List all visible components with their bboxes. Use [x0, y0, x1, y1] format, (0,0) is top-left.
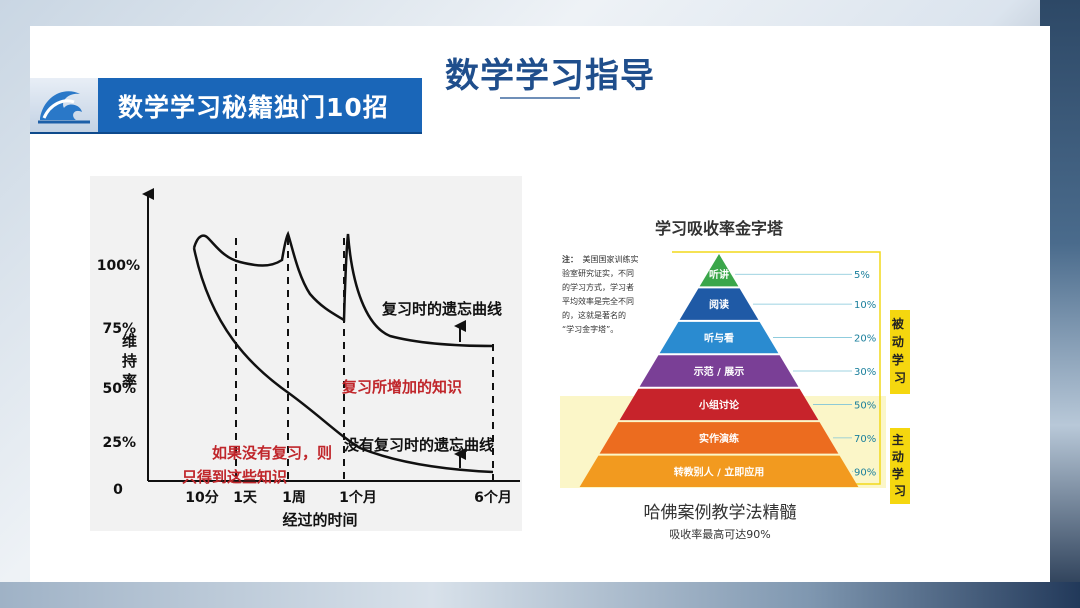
title-underline [500, 97, 580, 99]
wave-icon [30, 78, 98, 132]
x-tick-1week: 1周 [282, 490, 306, 506]
active-label: 主 动 学 习 [892, 432, 908, 498]
pyramid-rate: 10% [854, 300, 876, 311]
review-curve [192, 230, 494, 348]
pyramid-layer [699, 254, 739, 287]
label-no-review-line2: 只得到这些知识 [182, 468, 287, 486]
x-tick-1month: 1个月 [339, 489, 377, 506]
x-tick-10min: 10分 [185, 490, 218, 506]
passive-label: 被 动 学 习 [892, 316, 908, 385]
y-axis-label: 维 持 率 [122, 332, 142, 390]
y-tick-25: 25% [102, 435, 136, 451]
label-no-review-line1: 如果没有复习，则 [212, 444, 332, 462]
pyramid-rate: 90% [854, 467, 876, 478]
pyramid-title: 学习吸收率金字塔 [655, 219, 784, 238]
x-axis-label: 经过的时间 [282, 511, 357, 529]
label-without-review: 没有复习时的遗忘曲线 [344, 436, 494, 454]
y-tick-0: 0 [113, 482, 123, 498]
pyramid-rate: 50% [854, 400, 876, 411]
y-tick-100: 100% [97, 258, 140, 274]
x-tick-1day: 1天 [233, 490, 258, 506]
pyramid-layer-label: 阅读 [709, 298, 729, 311]
section-banner: 数学学习秘籍独门10招 [30, 78, 422, 134]
pyramid-layer-label: 示范 / 展示 [694, 365, 745, 378]
pyramid-layer [599, 422, 839, 454]
label-with-review: 复习时的遗忘曲线 [381, 300, 502, 318]
banner-text: 数学学习秘籍独门10招 [118, 93, 389, 122]
passive-label-box [890, 310, 910, 394]
pyramid-note: 注： 美国国家训练实 验室研究证实，不同 的学习方式，学习者 平均效率是完全不同… [562, 254, 641, 334]
pyramid-rate: 5% [854, 270, 870, 281]
pyramid-caption: 吸收率最高可达90% [669, 527, 770, 541]
pyramid-rate: 30% [854, 367, 876, 378]
pyramid-layer-label: 转教别人 / 立即应用 [674, 465, 765, 478]
forgetting-curve-diagram: 100% 75% 50% 25% 0 维 持 率 10分 [90, 176, 522, 531]
background-decoration-bottom [0, 582, 1080, 608]
active-label-box [890, 428, 910, 504]
pyramid-layer [679, 288, 759, 320]
y-tick-50: 50% [102, 381, 136, 397]
slide-canvas: 数学学习指导 数学学习秘籍独门10招 100% 75% 50% [30, 26, 1050, 582]
x-tick-6month: 6个月 [474, 489, 512, 506]
label-added-knowledge: 复习所增加的知识 [341, 378, 462, 396]
pyramid-layer [579, 455, 859, 487]
y-tick-75: 75% [102, 321, 136, 337]
pyramid-layer-label: 听与看 [704, 332, 734, 345]
pyramid-layer [659, 321, 779, 354]
slide-title: 数学学习指导 [445, 56, 655, 96]
learning-pyramid-diagram: 学习吸收率金字塔 注： 美国国家训练实 验室研究证实，不同 的学习方式，学习者 … [552, 206, 912, 561]
pyramid-subtitle: 哈佛案例教学法精髓 [644, 503, 797, 523]
no-review-curve [192, 247, 494, 474]
pyramid-layer-label: 小组讨论 [698, 398, 740, 411]
pyramid-rate: 70% [854, 434, 876, 445]
pyramid-layer [619, 388, 819, 421]
pyramid-rate: 20% [854, 334, 876, 345]
pyramid-layer-label: 实作演练 [699, 432, 739, 445]
pyramid-layer-label: 听讲 [709, 268, 729, 281]
pyramid-layer [639, 355, 799, 387]
